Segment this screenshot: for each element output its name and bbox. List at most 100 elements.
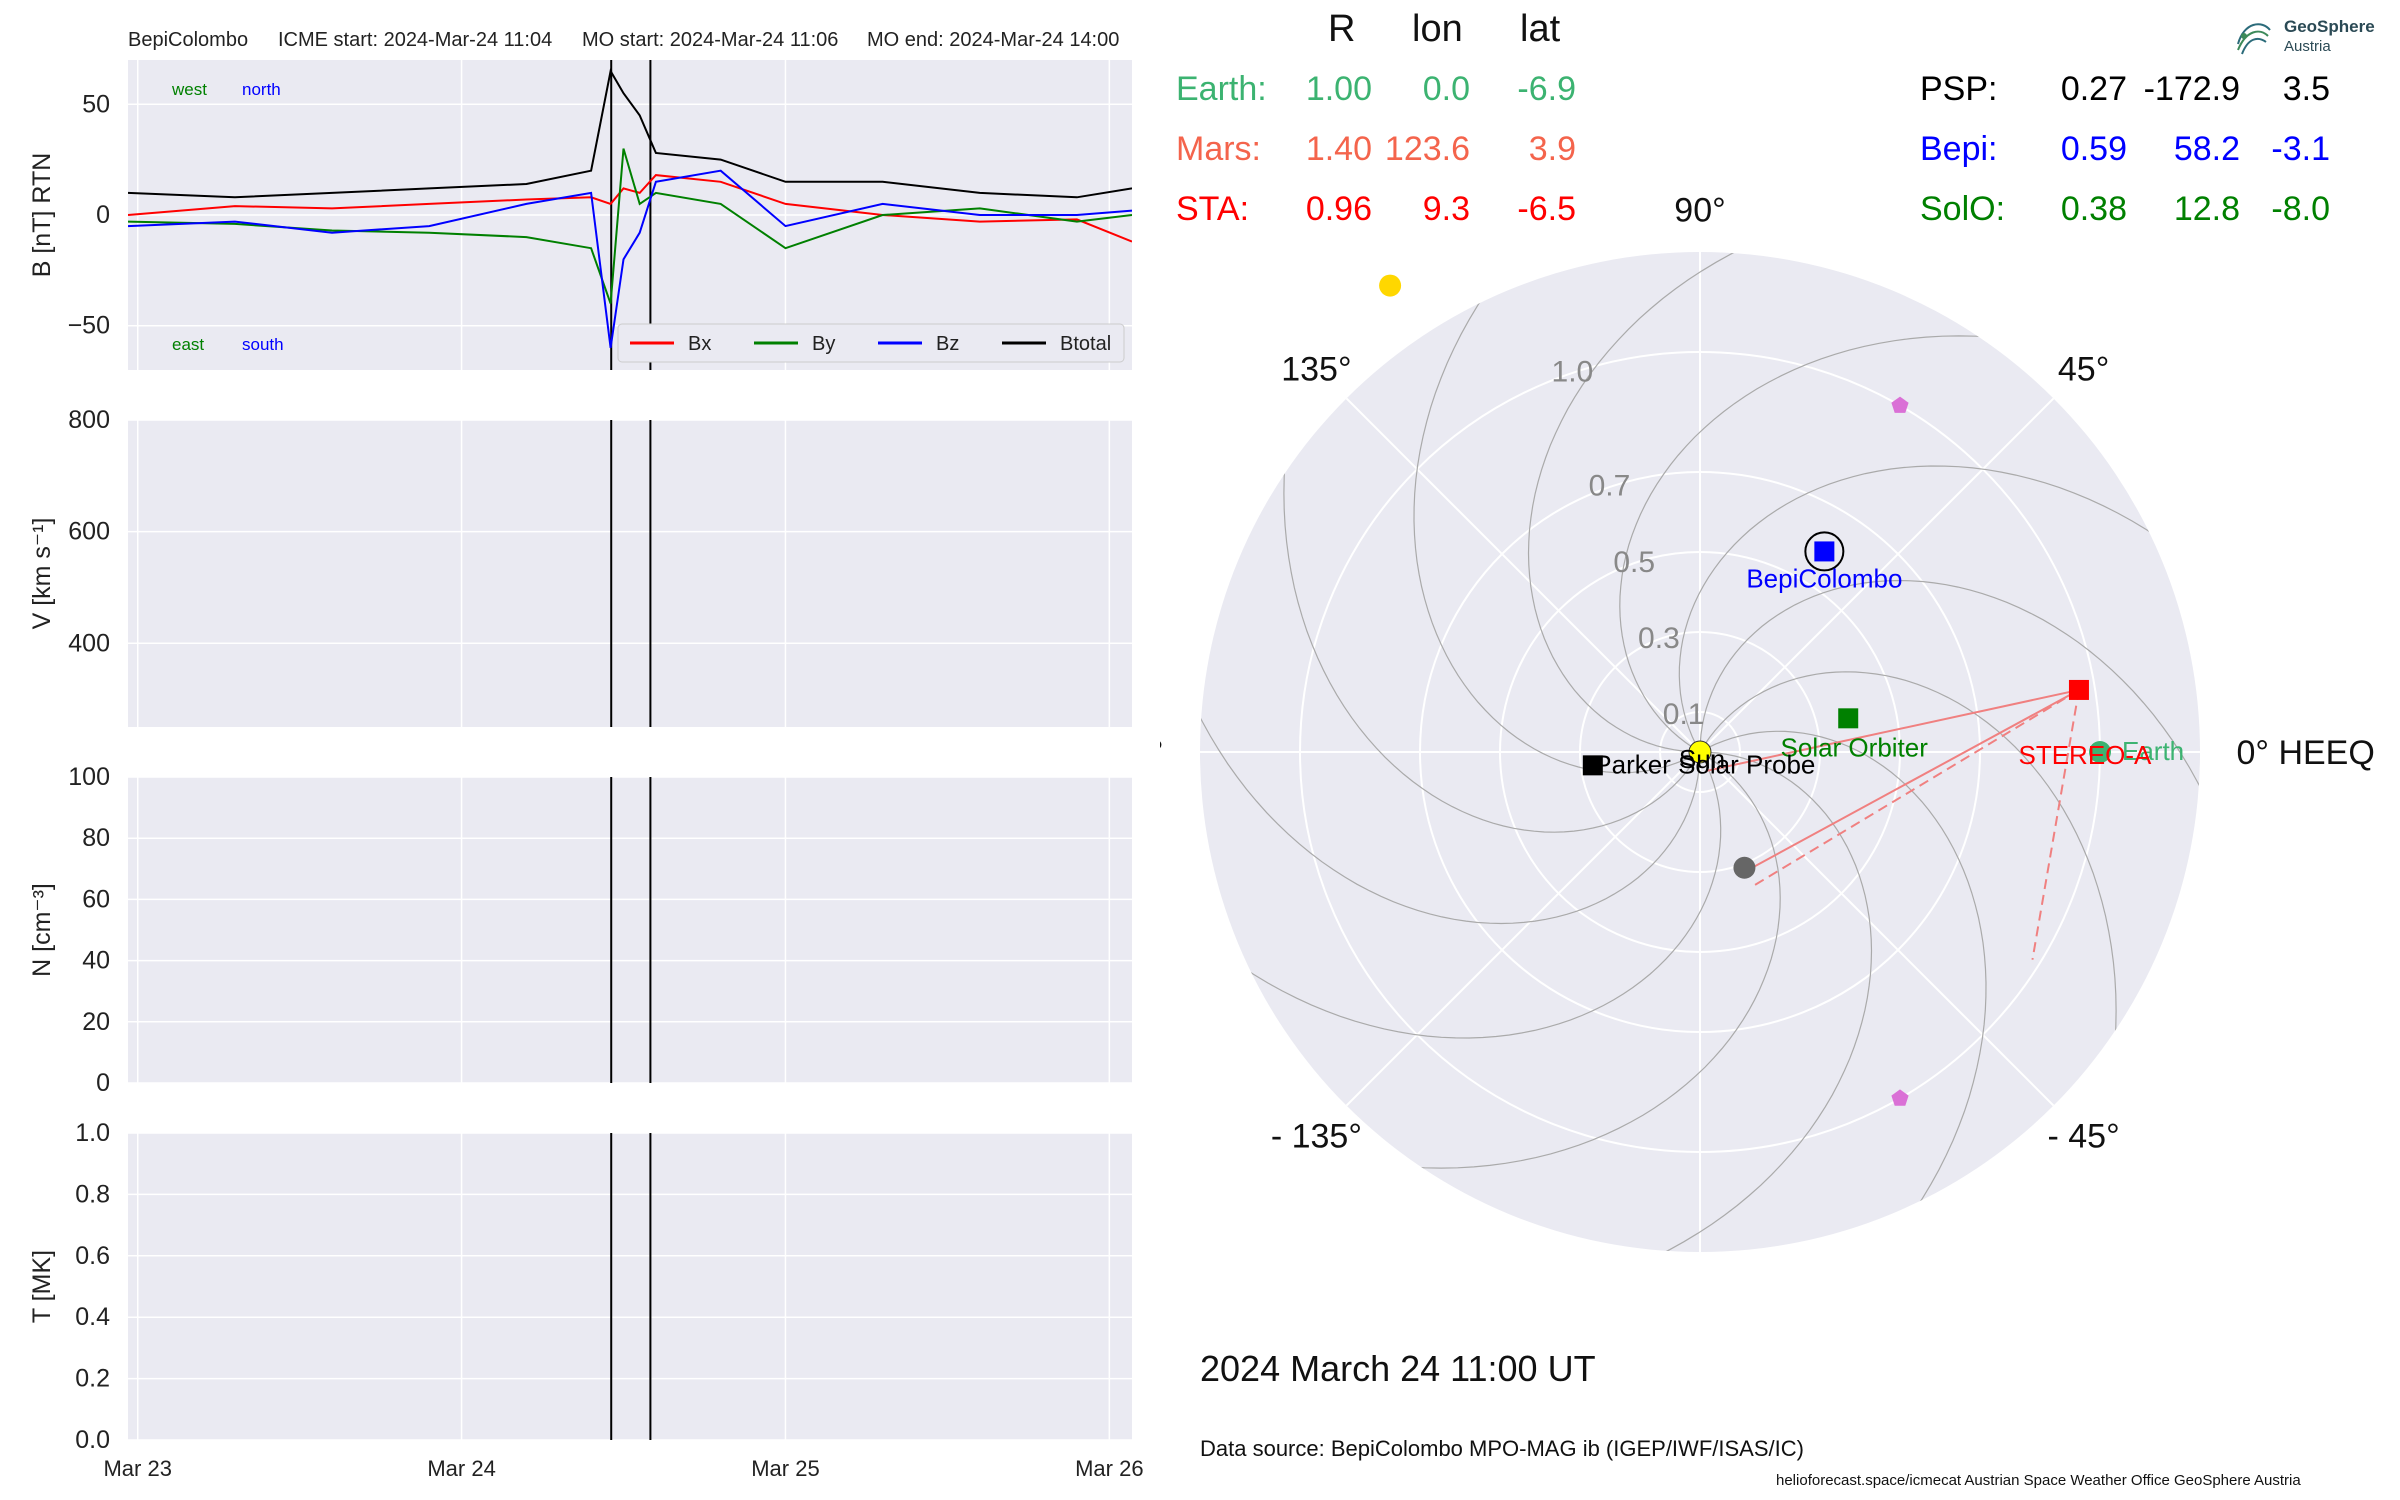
radial-tick-label: 0.7 xyxy=(1589,470,1631,503)
y-tick-label: 20 xyxy=(82,1008,110,1036)
sta-field-line xyxy=(2031,689,2080,960)
position-left-sta-name: STA: xyxy=(1176,190,1250,228)
position-left-mars-lon: 123.6 xyxy=(1384,130,1470,168)
panel-density: 100 80 60 40 20 0 N [cm⁻³] xyxy=(28,763,1132,1097)
label-sun: Sun xyxy=(1679,744,1725,774)
y-tick-label: 100 xyxy=(68,763,110,791)
y-tick-label: 800 xyxy=(68,406,110,434)
label-stereo-a: STEREO-A xyxy=(2018,740,2152,770)
spiral-line xyxy=(1699,671,2117,1079)
position-header-lon: lon xyxy=(1412,8,1463,50)
y-tick-label: −50 xyxy=(68,312,110,340)
position-right-solo-lat: -8.0 xyxy=(2271,190,2330,228)
position-right-solo-name: SolO: xyxy=(1920,190,2006,228)
radial-tick-label: 0.5 xyxy=(1613,546,1655,579)
position-right-bepi-lat: -3.1 xyxy=(2271,130,2330,168)
annotation-west: west xyxy=(171,80,207,99)
radial-tick-label: 0.3 xyxy=(1638,622,1680,655)
position-left-mars-name: Mars: xyxy=(1176,130,1261,168)
y-tick-label: 0.2 xyxy=(75,1365,110,1393)
position-right-bepi-r: 0.59 xyxy=(2060,130,2127,168)
position-right-psp-lon: -172.9 xyxy=(2143,70,2240,108)
data-source: Data source: BepiColombo MPO-MAG ib (IGE… xyxy=(1200,1436,1804,1461)
spiral-line xyxy=(1283,425,1701,833)
angle-label: 90° xyxy=(1674,192,1725,230)
y-axis-label: N [cm⁻³] xyxy=(28,883,56,977)
legend-label-bz: Bz xyxy=(936,333,959,355)
legend: Bx By Bz Btotal xyxy=(617,323,1125,363)
marker-sun xyxy=(1688,740,1712,764)
position-left-sta-r: 0.96 xyxy=(1305,190,1372,228)
spiral-line xyxy=(1619,335,2027,753)
series-line-bx xyxy=(128,174,1132,243)
sta-field-line xyxy=(1743,689,2080,874)
angle-label: 45° xyxy=(2058,350,2109,388)
angle-label: 135° xyxy=(1281,350,1351,388)
y-tick-label: 40 xyxy=(82,947,110,975)
position-right-psp-name: PSP: xyxy=(1920,70,1998,108)
y-tick-label: 60 xyxy=(82,885,110,913)
panel-background xyxy=(128,777,1132,1083)
logo-sub: Austria xyxy=(2284,38,2331,55)
position-header-lat: lat xyxy=(1520,8,1561,50)
spiral-line xyxy=(1413,263,1701,774)
footer-credits: helioforecast.space/icmecat Austrian Spa… xyxy=(1776,1472,2301,1489)
marker-earth xyxy=(2089,741,2111,763)
position-left-earth-lon: 0.0 xyxy=(1422,70,1470,108)
legend-box xyxy=(617,323,1125,363)
header-spacecraft: BepiColombo xyxy=(128,29,249,51)
x-tick-label: Mar 24 xyxy=(427,1456,495,1481)
angular-gridline xyxy=(1345,751,1701,1107)
y-tick-label: 0.4 xyxy=(75,1303,110,1331)
y-tick-label: 0.6 xyxy=(75,1242,110,1270)
y-tick-label: 0.0 xyxy=(75,1426,110,1454)
x-tick-label: Mar 25 xyxy=(751,1456,819,1481)
marker-mars xyxy=(1379,274,1402,297)
panel-magnetic-field: 50 0 −50 B [nT] RTN west north east south Bx By Bz… xyxy=(28,60,1132,370)
position-right-psp-r: 0.27 xyxy=(2060,70,2127,108)
annotation-south: south xyxy=(242,335,284,354)
header-mo-start: MO start: 2024-Mar-24 11:06 xyxy=(582,29,839,51)
y-axis-label: V [km s⁻¹] xyxy=(28,518,56,630)
spiral-line xyxy=(1622,751,1873,1252)
y-tick-label: 0 xyxy=(96,201,110,229)
marker-l4 xyxy=(1891,396,1909,413)
x-tick-label: Mar 26 xyxy=(1075,1456,1143,1481)
panel-temperature: 1.0 0.8 0.6 0.4 0.2 0.0 T [MK] Mar 23 Mar 24 Mar … xyxy=(28,1119,1144,1481)
timeseries-panels: 50 0 −50 B [nT] RTN west north east south Bx By Bz… xyxy=(28,60,1144,1481)
position-left-earth-r: 1.00 xyxy=(1305,70,1372,108)
angular-gridline xyxy=(1699,397,2055,753)
panel-background xyxy=(128,1133,1132,1440)
label-earth: Earth xyxy=(2122,736,2184,766)
header-mo-end: MO end: 2024-Mar-24 14:00 xyxy=(867,29,1120,51)
position-left-sta-lon: 9.3 xyxy=(1422,190,1470,228)
spiral-line xyxy=(1699,579,2200,830)
position-left-earth-name: Earth: xyxy=(1176,70,1267,108)
radial-tick-label: 1.0 xyxy=(1552,356,1594,389)
angle-label: +/- 180° xyxy=(1160,734,1164,772)
date-title: 2024 March 24 11:00 UT xyxy=(1200,1348,1596,1389)
position-right-bepi-lon: 58.2 xyxy=(2173,130,2240,168)
spiral-line xyxy=(1678,465,2189,753)
position-right-solo-r: 0.38 xyxy=(2060,190,2127,228)
sta-field-line xyxy=(1706,688,2080,772)
marker-stereo-a xyxy=(2068,679,2089,700)
logo-name: GeoSphere xyxy=(2284,17,2375,36)
parker-spirals xyxy=(1200,252,2200,1252)
y-axis-label: T [MK] xyxy=(28,1250,56,1323)
series-line-bz xyxy=(128,169,1132,349)
marker-l5 xyxy=(1891,1089,1909,1106)
spiral-line xyxy=(1699,730,1987,1241)
spiral-line xyxy=(1211,751,1722,1039)
angular-gridline xyxy=(1345,397,1701,753)
label-parker-solar-probe: Parker Solar Probe xyxy=(1594,749,1815,779)
y-axis-label: B [nT] RTN xyxy=(28,153,56,278)
y-tick-label: 0 xyxy=(96,1069,110,1097)
x-tick-label: Mar 23 xyxy=(103,1456,171,1481)
series-line-by xyxy=(128,148,1132,304)
angle-label: - 135° xyxy=(1271,1118,1362,1156)
spiral-line xyxy=(1527,252,1778,753)
spiral-line xyxy=(1373,751,1781,1169)
y-tick-label: 80 xyxy=(82,824,110,852)
marker-ring-bepicolombo xyxy=(1804,531,1845,572)
